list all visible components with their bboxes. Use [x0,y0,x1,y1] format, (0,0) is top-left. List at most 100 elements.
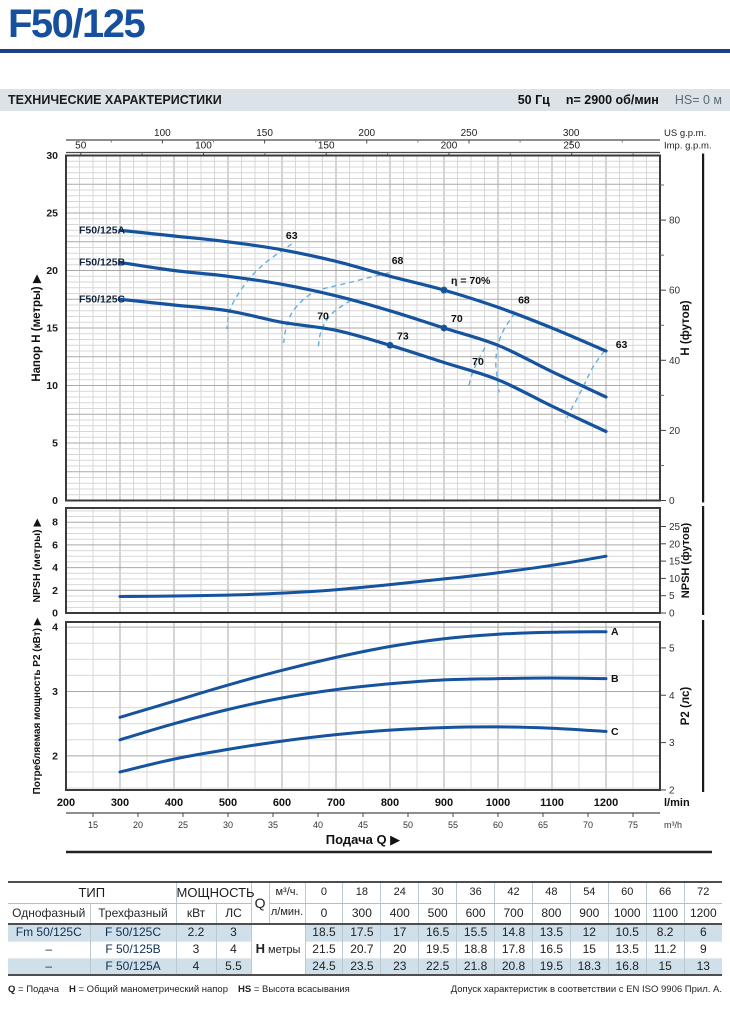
flow-lmin: 1100 [645,903,685,924]
legend-item: H = Общий манометрический напор [68,984,229,995]
svg-text:30: 30 [223,820,233,830]
svg-text:63: 63 [616,339,628,351]
flow-m3h: 30 [418,882,457,904]
svg-text:65: 65 [538,820,548,830]
svg-text:F50/125C: F50/125C [79,293,126,305]
svg-text:500: 500 [219,797,237,809]
head-value: 12 [569,924,609,941]
svg-text:73: 73 [397,330,409,342]
svg-text:4: 4 [52,562,58,574]
unit-lmin: л/мин. [268,903,306,924]
svg-text:0: 0 [52,495,58,507]
svg-text:55: 55 [448,820,458,830]
head-value: 9 [683,940,722,958]
svg-text:20: 20 [669,426,681,437]
power-kw: 3 [175,940,217,958]
head-plot: 0 5 10 15 20 25 30 0 20 40 60 80 F50/125A F50/125B F50… [31,150,705,507]
svg-text:1200: 1200 [594,797,618,809]
spec-values: 50 Гц n= 2900 об/мин HS= 0 м [518,93,722,107]
col-single-phase: Однофазный [12,905,86,920]
flow-lmin: 400 [380,903,419,924]
svg-text:25: 25 [669,522,681,533]
svg-text:0: 0 [52,608,58,620]
svg-text:3: 3 [52,686,58,698]
svg-text:25: 25 [178,820,188,830]
svg-text:250: 250 [563,141,580,152]
pump-curves-svg: 100 150 200 250 300 US g.p.m.50 100 150 200 250 Im… [31,128,712,854]
head-value: 13.5 [531,924,571,941]
flow-m3h: 66 [645,882,685,904]
svg-text:1100: 1100 [540,797,564,809]
head-value: 15 [645,957,685,975]
pump-three-phase: F 50/125B [89,940,177,958]
svg-text:63: 63 [286,230,298,242]
power-hp: 3 [215,924,252,941]
svg-text:70: 70 [583,820,593,830]
head-value: 16.5 [531,940,571,958]
svg-text:100: 100 [154,128,171,139]
flow-lmin: 800 [531,903,571,924]
svg-text:800: 800 [381,797,399,809]
bottom-flow-axes: 200 300 400 500 600 700 800 900 1000 1100 1200 l/mi… [57,797,712,854]
head-value: 8.2 [645,924,685,941]
svg-text:5: 5 [52,438,58,450]
col-hp: ЛС [215,903,252,924]
svg-text:75: 75 [628,820,638,830]
flow-m3h: 48 [531,882,571,904]
head-value: 21.5 [304,940,343,958]
svg-text:45: 45 [358,820,368,830]
table-row: Fm 50/125C F 50/125C 2.2 3 H метры 18.5 17.5 17… [8,924,722,975]
svg-text:5: 5 [669,591,675,602]
head-value: 13.5 [607,940,647,958]
head-value: 19.5 [418,940,457,958]
svg-text:40: 40 [313,820,323,830]
table-row: – F 50/125B 3 4 21.5 20.7 20 19.5 18.8 17.8 16.5 15… [8,940,722,958]
svg-text:68: 68 [392,255,404,267]
performance-chart: 100 150 200 250 300 US g.p.m. 50 100 150 200 250 Im… [31,128,712,854]
svg-text:F50/125B: F50/125B [79,256,126,268]
head-value: 16.8 [607,957,647,975]
head-value: 14.8 [494,924,533,941]
p2-plot: 2 3 4 2 3 4 5 A B C Потребляемая мощность P2 (кВт)… [31,617,705,796]
svg-text:70: 70 [472,356,484,368]
svg-text:200: 200 [358,128,375,139]
head-value: 23 [380,957,419,975]
power-hp: 5.5 [215,957,252,975]
svg-text:2: 2 [52,585,58,597]
svg-text:Подача Q ▶: Подача Q ▶ [326,832,400,847]
legend-item: Q = Подача [8,984,59,995]
col-group-power: МОЩНОСТЬ [175,882,255,904]
svg-text:4: 4 [669,691,675,702]
svg-text:60: 60 [493,820,503,830]
flow-m3h: 24 [380,882,419,904]
head-value: 18.8 [456,940,495,958]
svg-text:2: 2 [52,750,58,762]
head-value: 15 [569,940,609,958]
power-hp: 4 [215,940,252,958]
spec-suction-head: HS= 0 м [674,93,722,107]
svg-text:B: B [611,673,619,685]
svg-text:15: 15 [669,557,681,568]
svg-text:400: 400 [165,797,183,809]
svg-text:Потребляемая мощность P2 (кВ: Потребляемая мощность P2 (кВт) ▶ [31,617,43,794]
svg-text:H (футов): H (футов) [680,300,692,355]
svg-text:NPSH (метры) ▶: NPSH (метры) ▶ [31,518,43,603]
pump-single-phase: Fm 50/125C [8,924,90,941]
svg-text:0: 0 [669,496,675,507]
page-title: F50/125 [8,2,146,46]
svg-text:200: 200 [57,797,75,809]
col-kw: кВт [175,903,217,924]
svg-text:50: 50 [403,820,413,830]
flow-m3h: 54 [569,882,609,904]
head-value: 15.5 [456,924,495,941]
head-value: 6 [683,924,722,941]
head-value: 17 [380,924,419,941]
flow-lmin: 0 [304,903,343,924]
head-value: 17.8 [494,940,533,958]
svg-text:300: 300 [563,128,580,139]
svg-text:η = 70%: η = 70% [451,275,491,287]
svg-text:6: 6 [52,539,58,551]
flow-lmin: 900 [569,903,609,924]
flow-m3h: 60 [607,882,647,904]
